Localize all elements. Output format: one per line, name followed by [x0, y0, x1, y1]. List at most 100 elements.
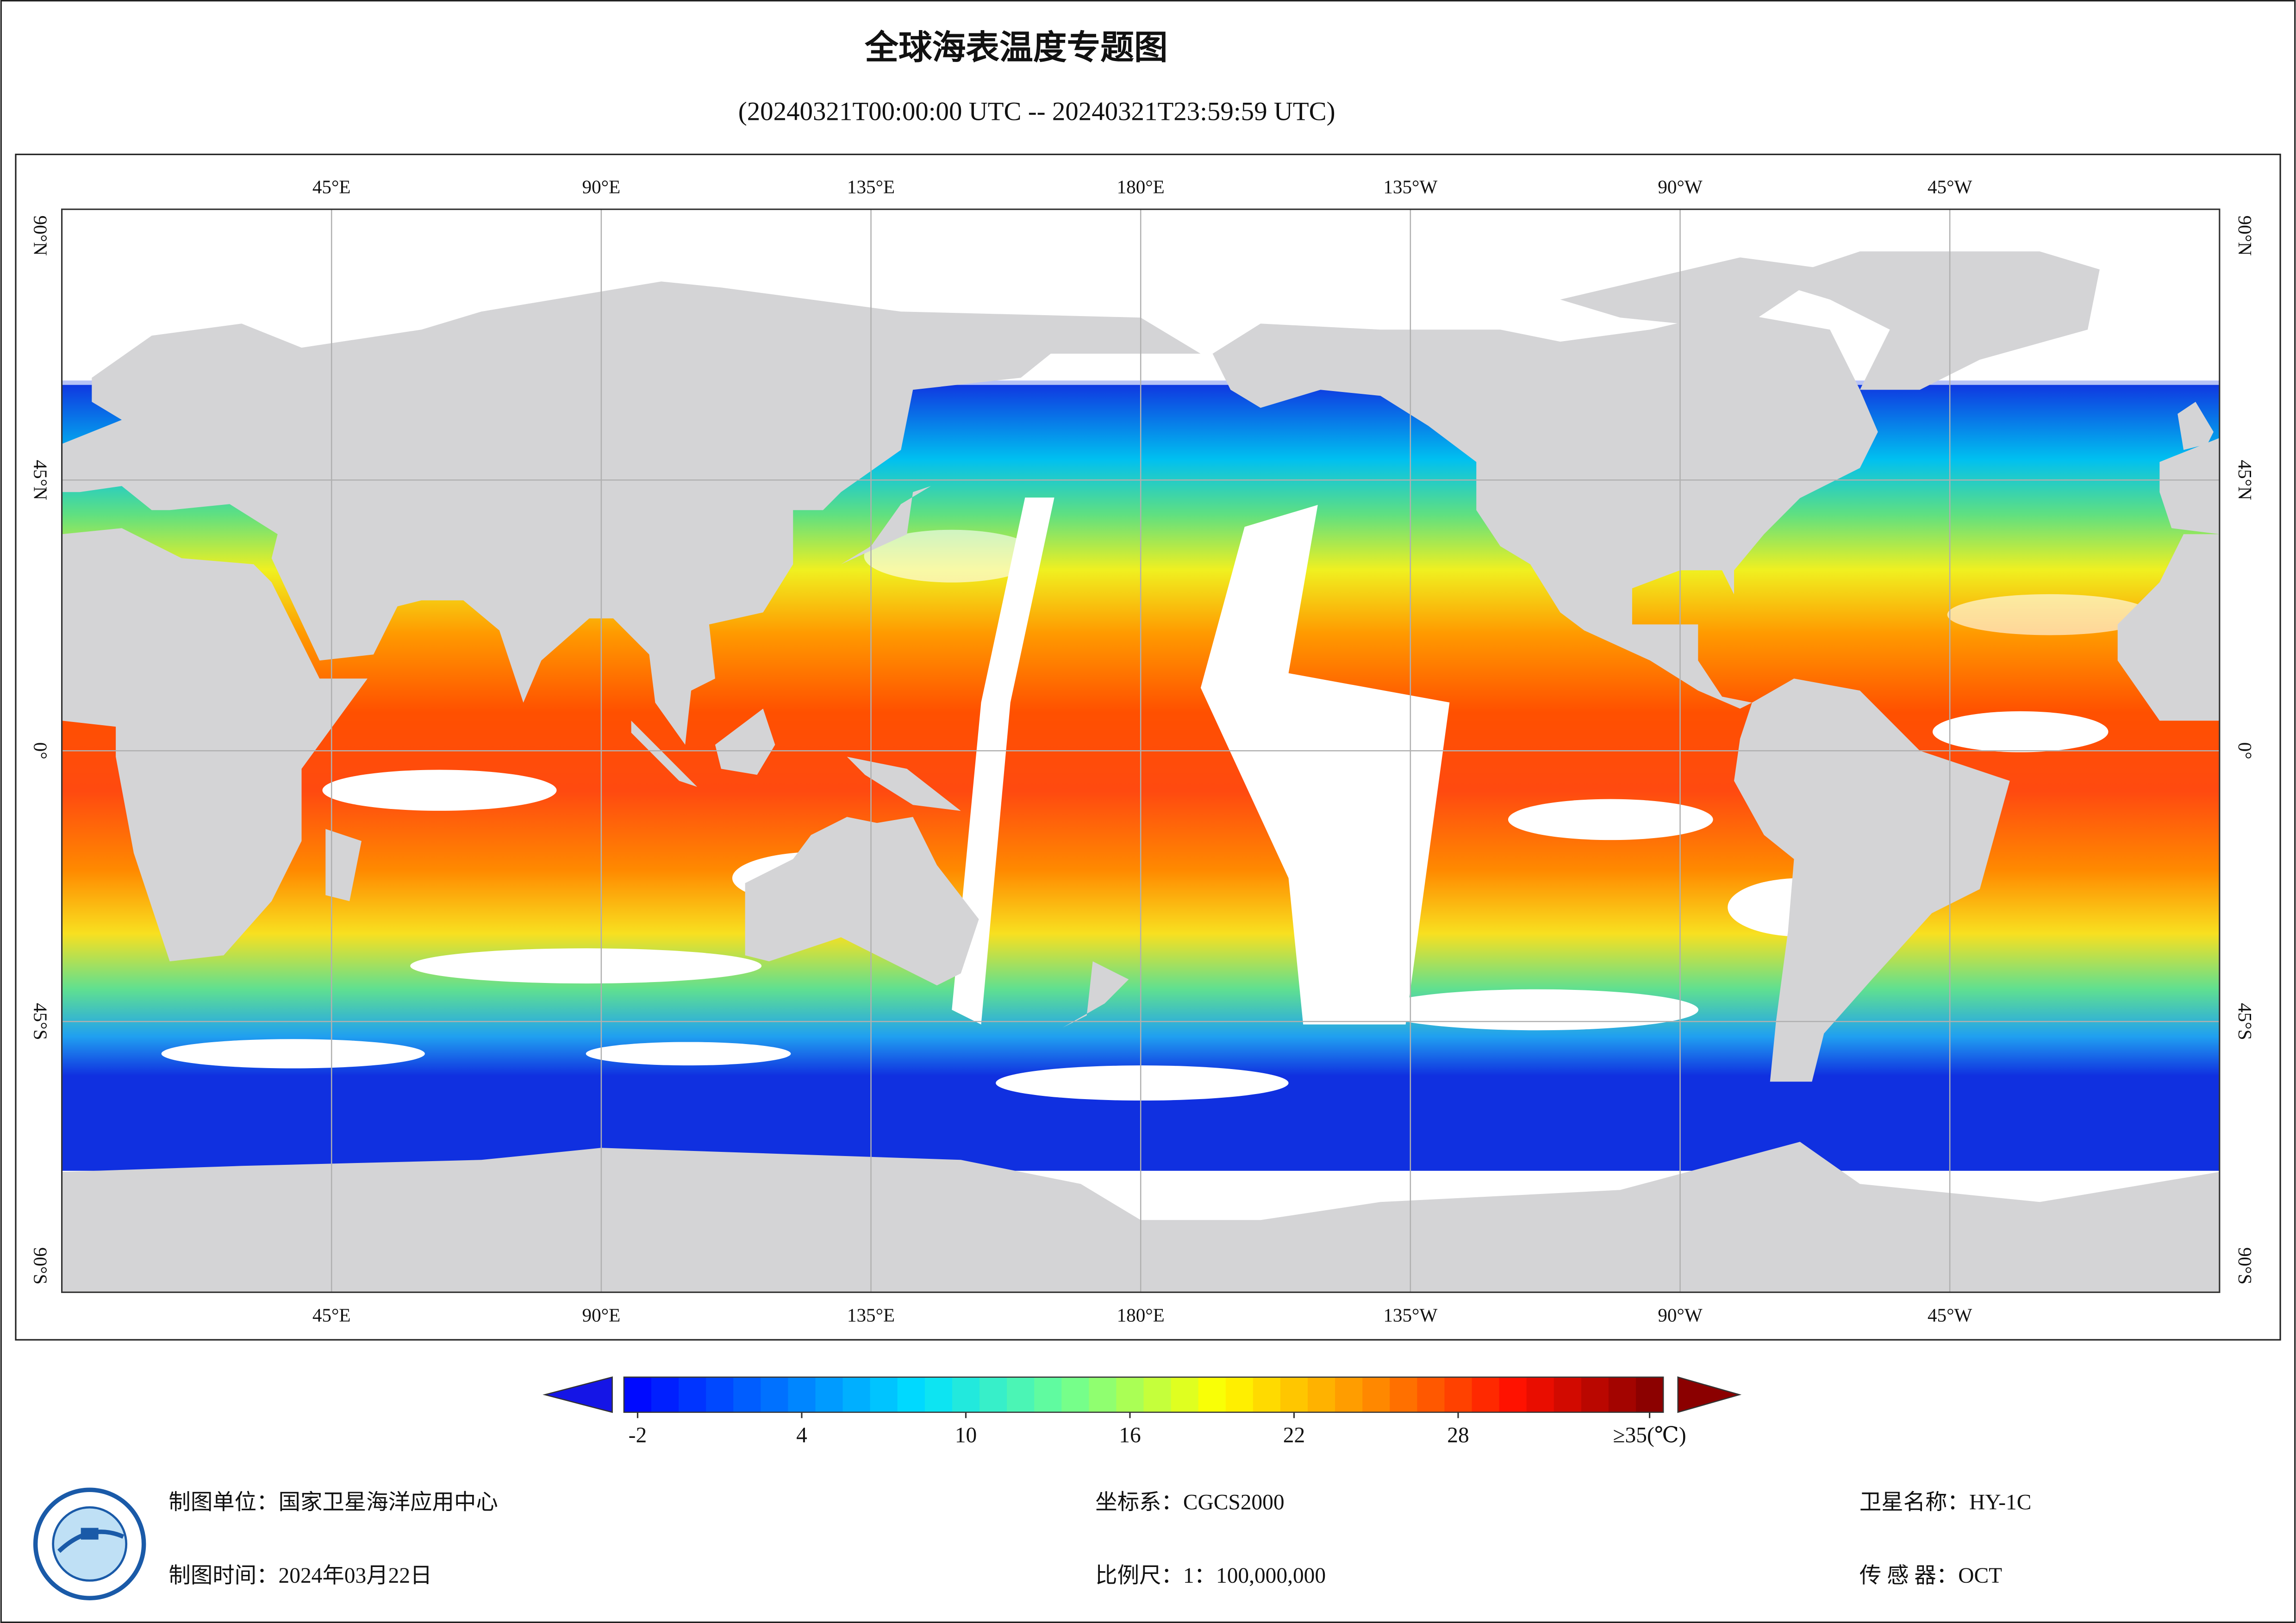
colorbar-tick-label: -2 — [629, 1423, 647, 1447]
subtitle: (20240321T00:00:00 UTC -- 20240321T23:59… — [738, 97, 1335, 126]
lon-label-bottom: 45°E — [312, 1305, 351, 1326]
colorbar-block — [679, 1377, 707, 1412]
lat-label-left: 0° — [30, 742, 51, 759]
colorbar-block — [1390, 1377, 1418, 1412]
lon-label-bottom: 180°E — [1117, 1305, 1165, 1326]
colorbar-block — [706, 1377, 734, 1412]
footer-sensor: 传 感 器：OCT — [1859, 1564, 2002, 1588]
lon-label-top: 180°E — [1117, 176, 1165, 197]
colorbar-block — [1143, 1377, 1172, 1412]
colorbar-block — [1253, 1377, 1281, 1412]
colorbar-tick-label: 10 — [955, 1423, 977, 1447]
colorbar-block — [897, 1377, 925, 1412]
colorbar-tick-label: 28 — [1447, 1423, 1469, 1447]
colorbar-block — [1581, 1377, 1609, 1412]
lat-label-right: 45°N — [2234, 460, 2256, 500]
lon-label-bottom: 45°W — [1928, 1305, 1972, 1326]
landmass — [1062, 961, 1129, 1028]
colorbar-block — [1225, 1377, 1254, 1412]
lon-label-bottom: 90°E — [582, 1305, 621, 1326]
lon-label-top: 90°W — [1658, 176, 1703, 197]
lat-label-left: 45°S — [30, 1003, 51, 1040]
colorbar-block — [1362, 1377, 1391, 1412]
colorbar-block — [1007, 1377, 1035, 1412]
lon-label-top: 45°E — [312, 176, 351, 197]
landmass — [1734, 678, 2010, 1082]
colorbar-block — [1417, 1377, 1445, 1412]
title: 全球海表温度专题图 — [864, 28, 1167, 68]
colorbar-block — [1061, 1377, 1090, 1412]
colorbar-block — [1198, 1377, 1226, 1412]
footer-unit: 制图单位：国家卫星海洋应用中心 — [168, 1491, 498, 1515]
map-frame — [15, 154, 2281, 1341]
colorbar-block — [733, 1377, 761, 1412]
colorbar-block — [924, 1377, 953, 1412]
colorbar-border — [623, 1376, 1664, 1413]
landmass — [841, 486, 931, 565]
lon-label-top: 90°E — [582, 176, 621, 197]
colorbar-block — [788, 1377, 816, 1412]
colorbar-block — [1499, 1377, 1527, 1412]
logo — [33, 1487, 146, 1600]
colorbar-block — [1308, 1377, 1336, 1412]
lon-label-bottom: 90°W — [1658, 1305, 1703, 1326]
colorbar-tick-label: ≥35(℃) — [1613, 1423, 1686, 1447]
landmass — [847, 757, 961, 811]
colorbar-block — [815, 1377, 843, 1412]
colorbar-low-arrow — [543, 1376, 613, 1413]
lat-label-left: 45°N — [30, 460, 51, 500]
colorbar-block — [1171, 1377, 1199, 1412]
landmass — [1770, 251, 2100, 390]
lat-label-left: 90°S — [30, 1247, 51, 1284]
colorbar-block — [980, 1377, 1008, 1412]
landmass — [745, 817, 979, 986]
map — [62, 209, 2220, 1293]
colorbar-block — [1280, 1377, 1308, 1412]
colorbar-block — [1636, 1377, 1664, 1412]
colorbar-tick-label: 22 — [1283, 1423, 1305, 1447]
landmass — [2177, 402, 2214, 450]
lon-label-bottom: 135°E — [847, 1305, 895, 1326]
footer-crs: 坐标系：CGCS2000 — [1095, 1491, 1284, 1515]
lat-label-left: 90°N — [30, 216, 51, 256]
colorbar-tick-label: 4 — [796, 1423, 807, 1447]
colorbar-block — [1554, 1377, 1582, 1412]
landmass — [1560, 257, 1830, 330]
footer-satellite: 卫星名称：HY-1C — [1859, 1491, 2031, 1515]
landmass — [715, 709, 775, 775]
colorbar-block — [1472, 1377, 1500, 1412]
lon-label-bottom: 135°W — [1383, 1305, 1437, 1326]
lat-label-right: 0° — [2234, 742, 2256, 759]
colorbar-tick-label: 16 — [1119, 1423, 1141, 1447]
landmass — [2117, 534, 2220, 721]
map-border — [61, 208, 2221, 1293]
lat-label-right: 45°S — [2234, 1003, 2256, 1040]
colorbar-block — [1034, 1377, 1062, 1412]
colorbar-block — [1608, 1377, 1636, 1412]
colorbar-block — [651, 1377, 680, 1412]
lat-label-right: 90°N — [2234, 216, 2256, 256]
colorbar-high-arrow — [1677, 1376, 1742, 1413]
lon-label-top: 135°E — [847, 176, 895, 197]
colorbar-block — [624, 1377, 652, 1412]
lon-label-top: 135°W — [1383, 176, 1437, 197]
footer-date: 制图时间：2024年03月22日 — [168, 1564, 432, 1588]
landmass — [2159, 438, 2220, 535]
landmass — [1212, 311, 1878, 709]
colorbar-block — [1526, 1377, 1554, 1412]
footer-scale: 比例尺：1：100,000,000 — [1095, 1564, 1326, 1588]
colorbar-block — [870, 1377, 898, 1412]
colorbar-block — [1444, 1377, 1472, 1412]
lat-label-right: 90°S — [2234, 1247, 2256, 1284]
colorbar-block — [952, 1377, 980, 1412]
colorbar-block — [842, 1377, 871, 1412]
colorbar-block — [1335, 1377, 1363, 1412]
landmass — [62, 528, 368, 962]
colorbar-block — [761, 1377, 789, 1412]
landmass — [62, 281, 1201, 745]
lon-label-top: 45°W — [1928, 176, 1972, 197]
colorbar-block — [1116, 1377, 1144, 1412]
landmass — [325, 829, 362, 902]
colorbar-block — [1089, 1377, 1117, 1412]
